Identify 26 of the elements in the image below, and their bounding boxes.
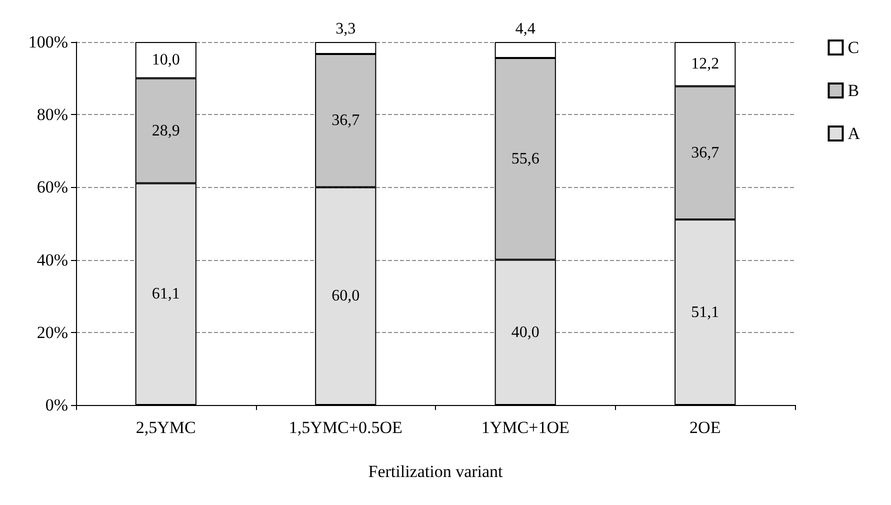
data-label: 60,0 bbox=[332, 288, 360, 305]
data-label: 55,6 bbox=[511, 150, 540, 168]
y-tick-label: 100% bbox=[28, 32, 68, 52]
data-label: 10,0 bbox=[152, 52, 180, 69]
y-tick-label: 20% bbox=[36, 322, 68, 342]
data-label: 40,0 bbox=[511, 324, 540, 341]
legend-label: B bbox=[848, 81, 860, 100]
data-label: 28,9 bbox=[152, 122, 180, 140]
data-label: 51,1 bbox=[691, 304, 720, 321]
data-label: 61,1 bbox=[152, 286, 180, 303]
x-tick-label: 2,5YMC bbox=[136, 418, 196, 437]
data-label: 36,7 bbox=[691, 144, 720, 162]
data-label: 36,7 bbox=[332, 112, 360, 130]
y-tick-label: 80% bbox=[36, 105, 68, 124]
y-tick-label: 60% bbox=[36, 178, 68, 197]
x-tick-label: 2OE bbox=[690, 418, 721, 437]
data-label: 4,4 bbox=[515, 20, 536, 38]
x-tick-label: 1,5YMC+0.5OE bbox=[288, 418, 402, 437]
x-tick-label: 1YMC+1OE bbox=[481, 418, 570, 437]
x-axis-title: Fertilization variant bbox=[368, 462, 504, 481]
legend-label: C bbox=[848, 38, 860, 57]
legend-label: A bbox=[848, 124, 861, 143]
data-label: 12,2 bbox=[691, 56, 720, 73]
y-tick-label: 40% bbox=[36, 250, 68, 270]
y-tick-label: 0% bbox=[45, 396, 68, 414]
data-label: 3,3 bbox=[336, 20, 356, 38]
